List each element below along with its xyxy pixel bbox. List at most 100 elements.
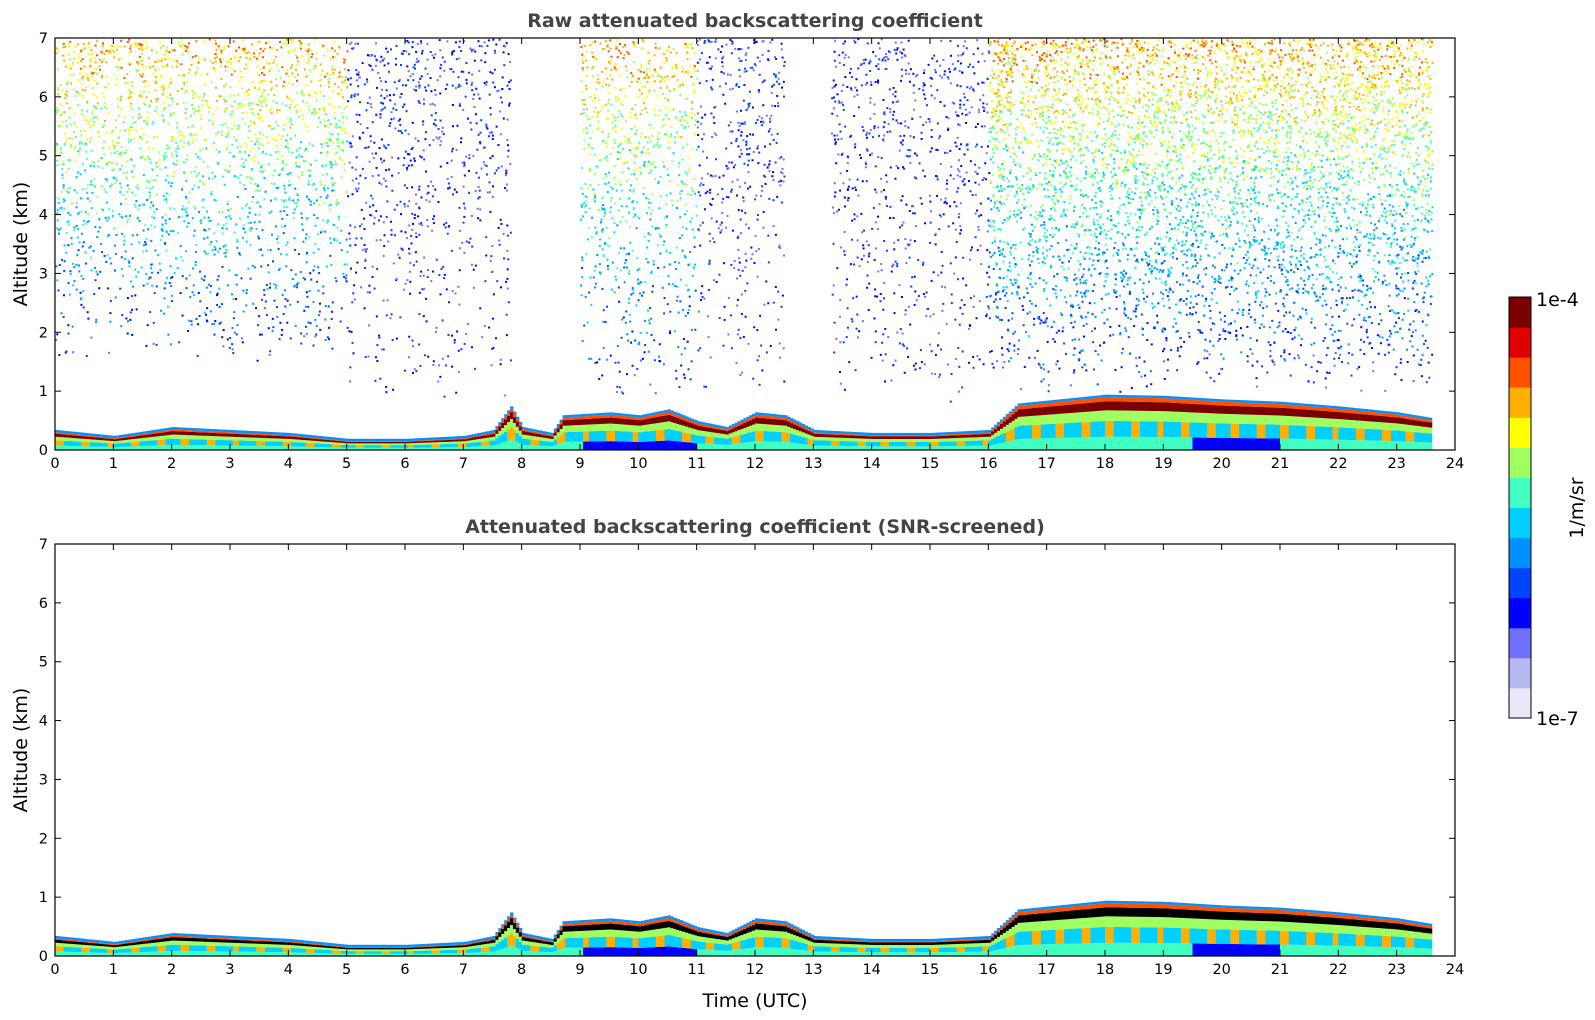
- heatmap-cell: [930, 438, 934, 442]
- noise-point: [244, 158, 247, 161]
- heatmap-cell: [154, 432, 158, 434]
- noise-point: [273, 127, 276, 130]
- heatmap-cell: [740, 419, 744, 423]
- noise-point: [243, 47, 246, 50]
- noise-point: [314, 335, 317, 338]
- noise-point: [152, 204, 155, 207]
- heatmap-cell: [262, 441, 266, 446]
- noise-point: [308, 174, 311, 177]
- noise-point: [269, 124, 272, 127]
- noise-point: [170, 284, 173, 287]
- heatmap-cell: [950, 446, 954, 450]
- noise-point: [69, 273, 72, 276]
- heatmap-cell: [1233, 438, 1237, 450]
- heatmap-cell: [1020, 405, 1024, 410]
- noise-point: [84, 169, 87, 172]
- heatmap-cell: [241, 445, 246, 450]
- heatmap-cell: [1172, 402, 1176, 412]
- noise-point: [249, 277, 252, 280]
- heatmap-cell: [965, 445, 969, 450]
- noise-point: [68, 107, 71, 110]
- heatmap-cell: [938, 441, 943, 447]
- heatmap-cell: [1017, 403, 1022, 406]
- heatmap-cell: [851, 434, 855, 436]
- noise-point: [103, 53, 106, 56]
- heatmap-cell: [218, 445, 222, 450]
- heatmap-cell: [279, 438, 284, 442]
- noise-point: [325, 137, 328, 140]
- heatmap-cell: [90, 446, 94, 450]
- heatmap-cell: [603, 417, 607, 424]
- heatmap-cell: [428, 439, 432, 441]
- noise-point: [221, 175, 224, 178]
- heatmap-cell: [1408, 414, 1412, 417]
- noise-point: [170, 139, 173, 142]
- noise-point: [83, 116, 86, 119]
- noise-point: [330, 58, 333, 61]
- heatmap-cell: [142, 445, 147, 450]
- heatmap-cell: [498, 435, 502, 444]
- heatmap-cell: [571, 425, 575, 432]
- heatmap-cell: [486, 431, 491, 434]
- heatmap-cell: [390, 445, 394, 448]
- heatmap-cell: [489, 434, 494, 438]
- heatmap-cell: [956, 431, 960, 434]
- heatmap-cell: [276, 441, 281, 447]
- noise-point: [256, 189, 259, 192]
- heatmap-cell: [658, 413, 663, 417]
- noise-point: [80, 134, 83, 137]
- noise-point: [86, 197, 89, 200]
- noise-point: [287, 97, 290, 100]
- heatmap-cell: [1043, 438, 1048, 450]
- heatmap-cell: [897, 435, 902, 437]
- heatmap-cell: [641, 417, 645, 420]
- heatmap-cell: [1081, 412, 1086, 423]
- noise-point: [153, 60, 156, 63]
- heatmap-cell: [845, 437, 849, 442]
- noise-point: [307, 52, 310, 55]
- noise-point: [89, 140, 92, 143]
- heatmap-cell: [75, 438, 79, 442]
- heatmap-cell: [148, 434, 152, 438]
- heatmap-cell: [1224, 423, 1229, 438]
- heatmap-cell: [865, 438, 870, 442]
- heatmap-cell: [495, 444, 499, 450]
- heatmap-cell: [323, 436, 327, 439]
- heatmap-cell: [1329, 439, 1334, 450]
- noise-point: [94, 116, 97, 119]
- heatmap-cell: [1233, 406, 1237, 415]
- noise-point: [216, 107, 219, 110]
- noise-point: [107, 233, 110, 236]
- noise-point: [176, 126, 179, 129]
- noise-point: [226, 284, 229, 287]
- noise-point: [287, 81, 290, 84]
- noise-point: [307, 43, 310, 46]
- heatmap-cell: [60, 440, 65, 446]
- heatmap-cell: [1189, 399, 1194, 404]
- noise-point: [67, 211, 70, 214]
- heatmap-cell: [1014, 418, 1019, 428]
- noise-point: [332, 184, 335, 187]
- heatmap-cell: [119, 440, 123, 444]
- heatmap-cell: [1265, 424, 1269, 439]
- noise-point: [71, 262, 74, 265]
- noise-point: [301, 223, 304, 226]
- noise-point: [194, 166, 197, 169]
- noise-point: [180, 215, 183, 218]
- noise-point: [111, 169, 114, 172]
- noise-point: [183, 47, 186, 50]
- noise-point: [208, 228, 211, 231]
- heatmap-cell: [267, 431, 272, 435]
- noise-point: [191, 56, 194, 59]
- heatmap-cell: [632, 431, 637, 442]
- heatmap-cell: [162, 439, 167, 446]
- heatmap-cell: [658, 411, 663, 414]
- heatmap-cell: [559, 422, 564, 425]
- noise-point: [100, 157, 103, 160]
- noise-point: [103, 96, 106, 99]
- heatmap-cell: [224, 440, 228, 446]
- noise-point: [103, 254, 106, 257]
- heatmap-cell: [224, 429, 228, 433]
- heatmap-cell: [326, 439, 330, 440]
- noise-point: [56, 212, 59, 215]
